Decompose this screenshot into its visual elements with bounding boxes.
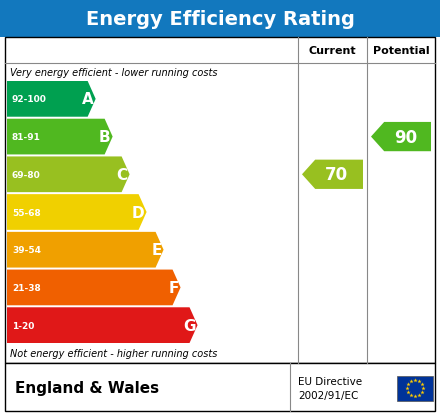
Text: 69-80: 69-80 — [12, 171, 41, 179]
Text: EU Directive
2002/91/EC: EU Directive 2002/91/EC — [298, 377, 362, 400]
Text: A: A — [82, 92, 94, 107]
Polygon shape — [7, 232, 164, 268]
Text: Very energy efficient - lower running costs: Very energy efficient - lower running co… — [10, 68, 217, 78]
Polygon shape — [7, 82, 95, 117]
Bar — [5, 363, 435, 411]
Text: 55-68: 55-68 — [12, 208, 41, 217]
Text: G: G — [183, 318, 195, 333]
Text: 92-100: 92-100 — [12, 95, 47, 104]
Text: 81-91: 81-91 — [12, 133, 41, 142]
Text: England & Wales: England & Wales — [15, 380, 159, 396]
Text: C: C — [117, 167, 128, 183]
Text: D: D — [132, 205, 145, 220]
Text: 90: 90 — [394, 128, 417, 146]
Text: E: E — [151, 242, 161, 258]
Text: Current: Current — [309, 46, 356, 56]
Polygon shape — [302, 160, 363, 190]
Polygon shape — [7, 308, 198, 343]
Text: 21-38: 21-38 — [12, 283, 41, 292]
Text: B: B — [99, 130, 110, 145]
Text: 39-54: 39-54 — [12, 246, 41, 254]
Text: Not energy efficient - higher running costs: Not energy efficient - higher running co… — [10, 348, 217, 358]
Polygon shape — [371, 123, 431, 152]
Text: Energy Efficiency Rating: Energy Efficiency Rating — [85, 9, 355, 28]
Polygon shape — [7, 270, 180, 306]
Polygon shape — [7, 157, 130, 193]
Polygon shape — [7, 195, 147, 230]
Polygon shape — [7, 119, 113, 155]
Bar — [397, 375, 433, 401]
Text: Potential: Potential — [373, 46, 429, 56]
Bar — [0, 0, 440, 38]
Text: F: F — [168, 280, 179, 295]
Bar — [5, 38, 435, 363]
Text: 1-20: 1-20 — [12, 321, 34, 330]
Text: 70: 70 — [325, 166, 348, 184]
